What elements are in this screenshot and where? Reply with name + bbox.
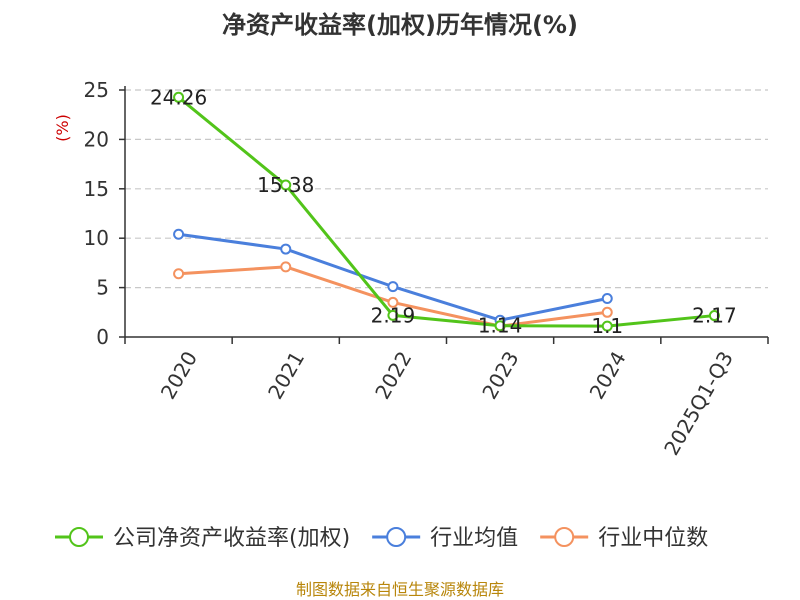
y-tick-label: 25 xyxy=(84,78,109,102)
y-tick-label: 15 xyxy=(84,177,109,201)
data-point[interactable] xyxy=(280,243,292,255)
y-tick-label: 5 xyxy=(96,276,109,300)
x-tick-label: 2022 xyxy=(370,347,416,403)
x-tick-label: 2020 xyxy=(156,347,202,403)
legend-item[interactable]: 公司净资产收益率(加权) xyxy=(55,526,350,551)
data-label: 1.14 xyxy=(478,314,523,338)
legend-swatch-marker xyxy=(69,527,89,547)
data-label: 24.26 xyxy=(150,85,207,109)
x-tick-label: 2023 xyxy=(477,347,523,403)
legend-label: 公司净资产收益率(加权) xyxy=(113,526,350,551)
data-point[interactable] xyxy=(601,320,613,332)
data-point[interactable] xyxy=(280,261,292,273)
data-point[interactable] xyxy=(280,179,292,191)
data-label: 2.19 xyxy=(371,303,416,327)
legend-item[interactable]: 行业中位数 xyxy=(540,526,708,551)
x-tick-label: 2025Q1-Q3 xyxy=(659,347,738,459)
y-tick-label: 0 xyxy=(96,325,109,349)
legend-swatch-marker xyxy=(386,527,407,547)
axes: 0 5 10 15 20 25 2020 2021 2022 2023 2024 2025Q1-Q3 xyxy=(84,78,769,459)
data-point[interactable] xyxy=(387,296,399,308)
source-note: 制图数据来自恒生聚源数据库 xyxy=(296,580,504,599)
data-point[interactable] xyxy=(494,320,506,332)
series-layer xyxy=(173,91,720,332)
data-point[interactable] xyxy=(708,310,720,322)
y-tick-label: 10 xyxy=(84,226,109,250)
data-labels: 24.26 15.38 2.19 1.14 1.1 2.17 xyxy=(150,85,737,338)
x-tick-label: 2024 xyxy=(585,347,631,403)
legend[interactable]: 公司净资产收益率(加权) 行业均值 行业中位数 xyxy=(55,526,708,551)
y-axis-label: (%) xyxy=(53,114,72,142)
data-point[interactable] xyxy=(173,228,185,240)
y-tick-label: 20 xyxy=(84,127,109,151)
grid xyxy=(125,89,768,289)
legend-item[interactable]: 行业均值 xyxy=(372,526,518,551)
data-label: 15.38 xyxy=(257,173,314,197)
data-label: 2.17 xyxy=(692,304,737,328)
chart-title: 净资产收益率(加权)历年情况(%) xyxy=(222,11,578,39)
x-tick-label: 2021 xyxy=(263,347,309,403)
data-point[interactable] xyxy=(173,268,185,280)
data-point[interactable] xyxy=(387,281,399,293)
series-line xyxy=(177,96,715,328)
data-point[interactable] xyxy=(173,91,185,103)
data-point[interactable] xyxy=(387,309,399,321)
data-point[interactable] xyxy=(601,292,613,304)
data-point[interactable] xyxy=(601,306,613,318)
legend-swatch-marker xyxy=(554,527,575,547)
data-label: 1.1 xyxy=(591,314,623,338)
legend-label: 行业均值 xyxy=(430,526,518,551)
legend-label: 行业中位数 xyxy=(598,526,708,551)
